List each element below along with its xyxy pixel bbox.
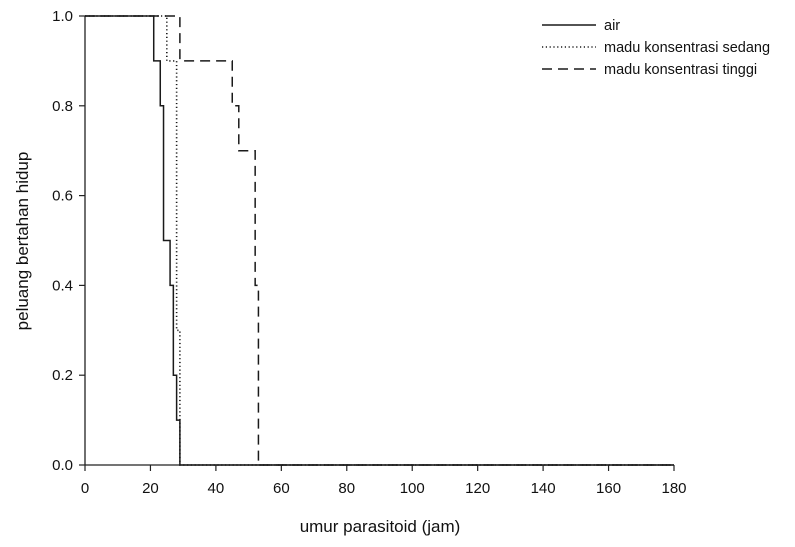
- axes: 0 20 40 60 80 100 120 140 160 180 0.0 0.2 0.4 0.6 0.8 1…: [52, 8, 686, 497]
- series-line-3: [85, 15, 674, 466]
- x-tick-label: 40: [208, 480, 225, 497]
- legend-label-2: madu konsentrasi sedang: [604, 40, 770, 56]
- x-tick-label: 180: [661, 480, 686, 497]
- x-tick-label: 0: [81, 480, 89, 497]
- legend-label-3: madu konsentrasi tinggi: [604, 62, 757, 78]
- y-tick-label: 0.8: [52, 98, 73, 115]
- x-tick-label: 60: [273, 480, 290, 497]
- x-tick-label: 20: [142, 480, 159, 497]
- x-tick-label: 100: [400, 480, 425, 497]
- x-axis-title: umur parasitoid (jam): [300, 517, 461, 536]
- x-tick-label: 140: [531, 480, 556, 497]
- series-line-1: [85, 15, 674, 466]
- x-tick-label: 80: [338, 480, 355, 497]
- y-tick-label: 1.0: [52, 8, 73, 25]
- y-tick-label: 0.0: [52, 457, 73, 474]
- legend-label-1: air: [604, 18, 620, 34]
- y-tick-label: 0.4: [52, 277, 73, 294]
- x-tick-label: 160: [596, 480, 621, 497]
- y-tick-label: 0.2: [52, 367, 73, 384]
- legend: air madu konsentrasi sedang madu konsentra…: [542, 18, 770, 78]
- series-line-2: [85, 15, 674, 466]
- x-tick-label: 120: [465, 480, 490, 497]
- series-layer: [85, 15, 674, 466]
- y-tick-label: 0.6: [52, 188, 73, 205]
- y-axis-title: peluang bertahan hidup: [13, 152, 32, 331]
